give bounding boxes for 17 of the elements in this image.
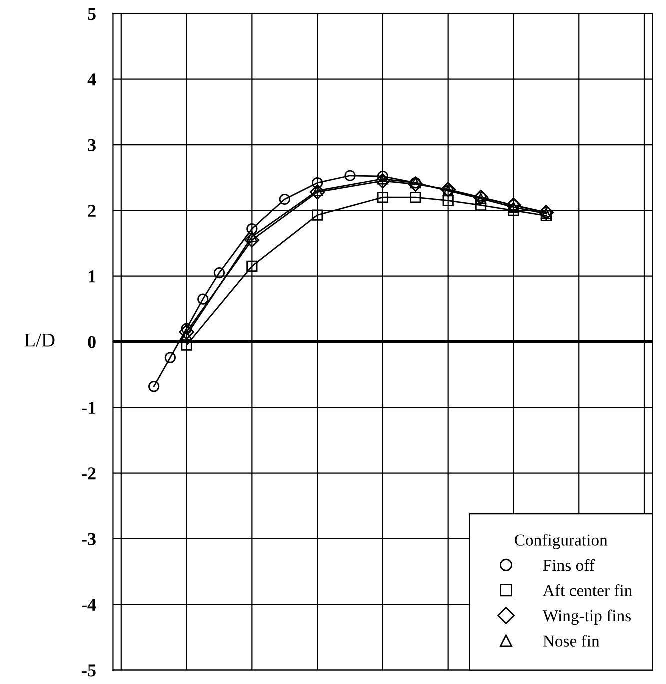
y-tick-label: 5 (88, 8, 96, 20)
legend-title: Configuration (515, 534, 608, 550)
y-tick-label: -5 (82, 664, 96, 677)
y-tick-label: 4 (88, 74, 96, 86)
y-tick-label: 2 (88, 204, 96, 217)
legend-label: Wing-tip fins (542, 610, 631, 626)
y-tick-label: 1 (88, 270, 96, 283)
legend-label: Fins off (543, 559, 595, 572)
legend-label: Nose fin (543, 635, 600, 647)
y-tick-label: -4 (82, 599, 96, 611)
y-tick-label: 3 (88, 139, 96, 152)
y-tick-label: -2 (82, 468, 96, 480)
y-tick-label: 0 (88, 336, 96, 348)
y-tick-label: -1 (82, 402, 96, 414)
y-axis-title: L/D (24, 334, 55, 347)
y-tick-label: -3 (82, 533, 96, 546)
legend-label: Aft center fin (543, 584, 632, 596)
